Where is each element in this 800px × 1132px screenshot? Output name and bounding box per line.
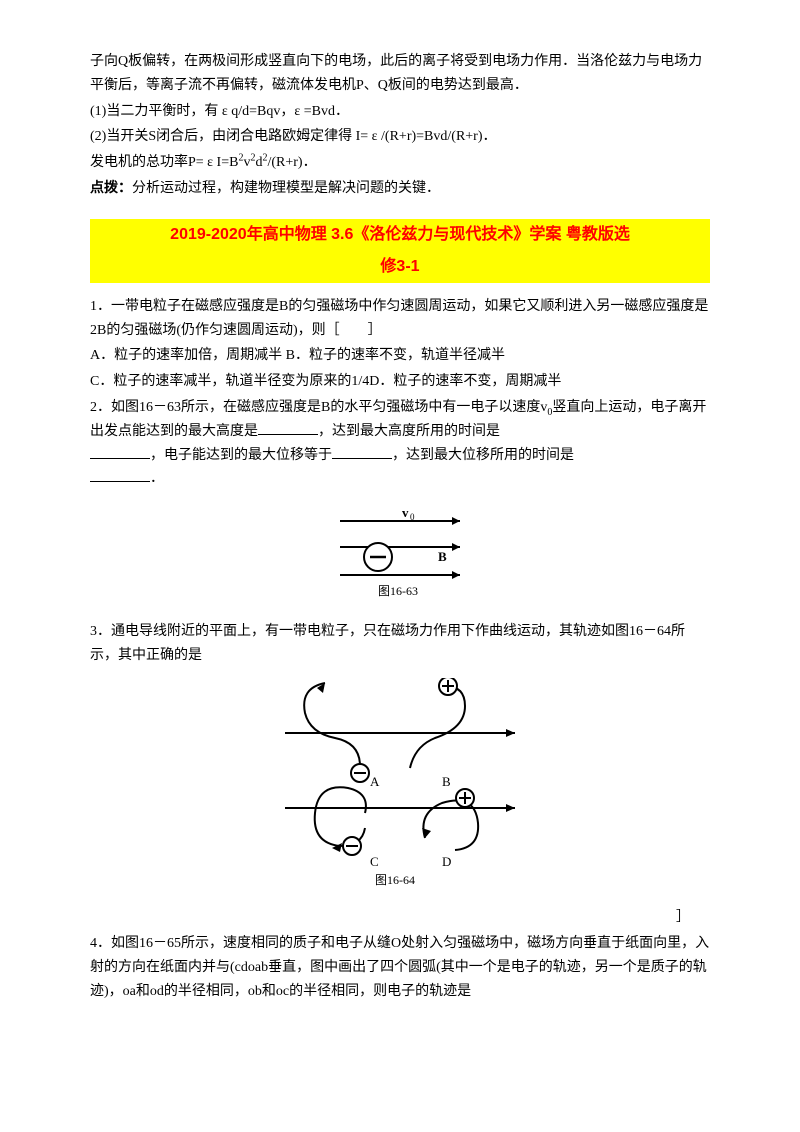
svg-text:A: A (370, 774, 380, 789)
lesson-title: 2019-2020年高中物理 3.6《洛伦兹力与现代技术》学案 粤教版选 修3-… (90, 219, 710, 283)
blank-4 (90, 467, 150, 482)
q2-p3: ，达到最大高度所用的时间是 (318, 424, 500, 439)
hint-label: 点拨： (90, 181, 132, 196)
blank-1 (258, 420, 318, 435)
intro-p2: (1)当二力平衡时，有 ε q/d=Bqv，ε =Bvd． (90, 100, 710, 124)
q3-stem: 3．通电导线附近的平面上，有一带电粒子，只在磁场力作用下作曲线运动，其轨迹如图1… (90, 620, 710, 668)
q2-stem: 2．如图16－63所示，在磁感应强度是B的水平匀强磁场中有一电子以速度v0竖直向… (90, 396, 710, 491)
q2-p6: ． (150, 471, 164, 486)
hint-text: 分析运动过程，构建物理模型是解决问题的关键． (132, 181, 440, 196)
svg-text:0: 0 (410, 512, 415, 522)
fig-16-63-label: 图16-63 (378, 584, 418, 598)
blank-3 (332, 444, 392, 459)
svg-text:B: B (442, 774, 451, 789)
fig-16-64-svg: A B C D 图16-64 (270, 678, 530, 888)
q2-p5: ，达到最大位移所用的时间是 (392, 448, 574, 463)
q1-opt-cd: C．粒子的速率减半，轨道半径变为原来的1/4D．粒子的速率不变，周期减半 (90, 370, 710, 394)
q2-p1: 2．如图16－63所示，在磁感应强度是B的水平匀强磁场中有一电子以速度v (90, 400, 547, 415)
q4-stem: 4．如图16－65所示，速度相同的质子和电子从缝O处射入匀强磁场中，磁场方向垂直… (90, 932, 710, 1003)
intro-p3: (2)当开关S闭合后，由闭合电路欧姆定律得 I= ε /(R+r)=Bvd/(R… (90, 125, 710, 149)
sup-2b: 2 (250, 153, 255, 164)
svg-text:B: B (438, 549, 447, 564)
svg-text:v: v (402, 505, 409, 520)
figure-16-63: v 0 B 图16-63 (90, 501, 710, 610)
blank-2 (90, 444, 150, 459)
intro-p4-prefix: 发电机的总功率P= ε I=B (90, 155, 238, 170)
intro-p5: 点拨：分析运动过程，构建物理模型是解决问题的关键． (90, 177, 710, 201)
sup-2a: 2 (238, 153, 243, 164)
intro-p4: 发电机的总功率P= ε I=B2v2d2/(R+r)． (90, 151, 710, 175)
q1-stem: 1．一带电粒子在磁感应强度是B的匀强磁场中作匀速圆周运动，如果它又顺利进入另一磁… (90, 295, 710, 343)
title-line-1: 2019-2020年高中物理 3.6《洛伦兹力与现代技术》学案 粤教版选 (170, 219, 630, 251)
page: 子向Q板偏转，在两极间形成竖直向下的电场，此后的离子将受到电场力作用．当洛伦兹力… (0, 0, 800, 1132)
q2-p4: ，电子能达到的最大位移等于 (150, 448, 332, 463)
title-line-2: 修3-1 (380, 251, 419, 283)
svg-text:D: D (442, 854, 451, 869)
svg-text:C: C (370, 854, 379, 869)
q1-opt-ab: A．粒子的速率加倍，周期减半 B．粒子的速率不变，轨道半径减半 (90, 344, 710, 368)
intro-p4-suffix: /(R+r)． (267, 155, 316, 170)
figure-16-64: A B C D 图16-64 (90, 678, 710, 897)
q4-bracket: ］ (90, 906, 690, 930)
fig-16-64-label: 图16-64 (375, 873, 415, 887)
fig-16-63-svg: v 0 B 图16-63 (320, 501, 480, 601)
intro-p1: 子向Q板偏转，在两极间形成竖直向下的电场，此后的离子将受到电场力作用．当洛伦兹力… (90, 50, 710, 98)
